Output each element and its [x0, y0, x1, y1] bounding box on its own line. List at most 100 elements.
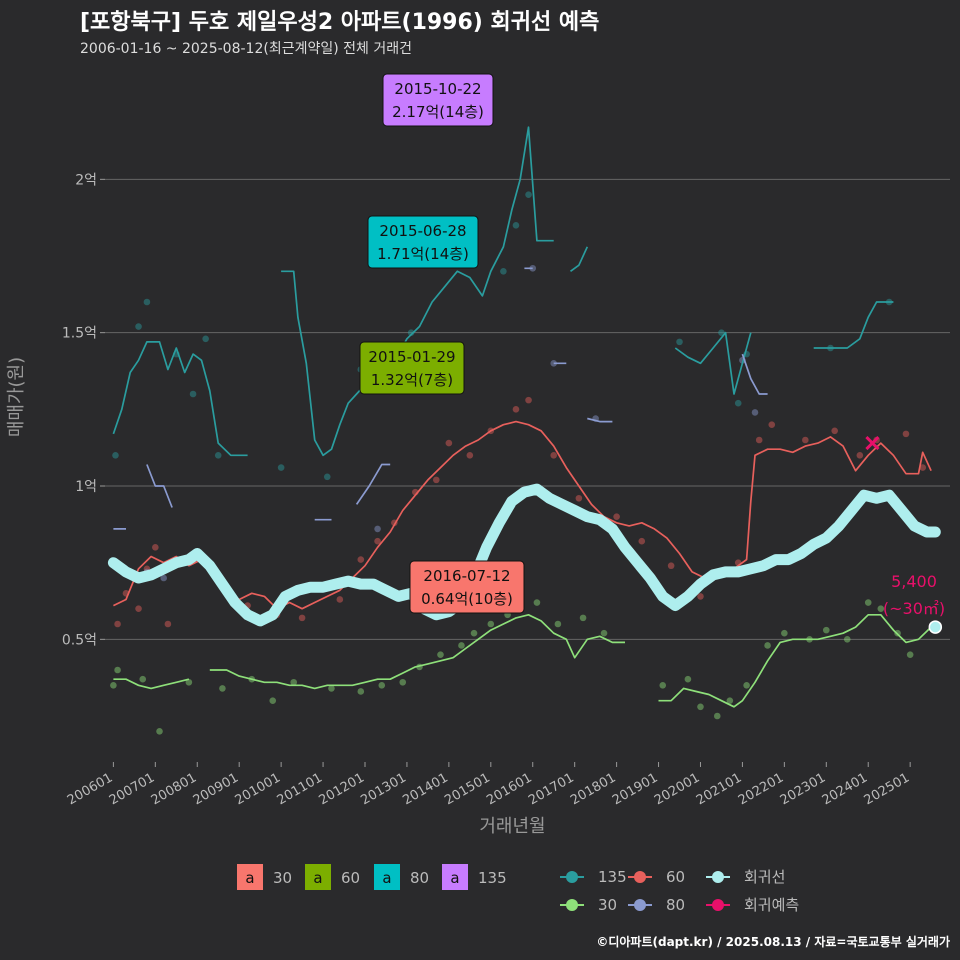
scatter-point-60	[512, 406, 520, 413]
scatter-point-30	[713, 712, 721, 720]
scatter-point-135	[112, 452, 119, 459]
x-tick-label: 201201	[317, 770, 367, 808]
scatter-point-30	[156, 728, 163, 735]
legend-area-label: 30	[273, 869, 292, 887]
scatter-point-80	[751, 409, 759, 416]
x-tick-label: 200801	[149, 770, 199, 808]
x-tick-label: 202501	[862, 770, 912, 808]
scatter-point-60	[114, 620, 121, 628]
annotation-date: 2015-06-28	[379, 222, 466, 240]
legend-area-label: 135	[478, 869, 507, 887]
legend-line-marker	[712, 871, 724, 883]
x-tick-label: 201901	[610, 770, 660, 808]
scatter-point-60	[667, 562, 675, 570]
x-tick-label: 202001	[652, 770, 702, 808]
legend-area-label: 60	[341, 869, 360, 887]
y-tick-label: 2억	[75, 172, 97, 188]
scatter-point-60	[768, 421, 776, 428]
annotation-box-30	[409, 560, 525, 614]
scatter-point-135	[277, 464, 285, 471]
scatter-point-60	[466, 452, 474, 459]
scatter-point-30	[877, 605, 885, 612]
scatter-point-30	[357, 688, 365, 695]
scatter-point-30	[399, 678, 407, 686]
scatter-point-60	[902, 430, 910, 438]
x-tick-label: 200701	[107, 770, 157, 808]
scatter-point-60	[638, 537, 646, 545]
scatter-point-60	[831, 427, 838, 435]
scatter-point-30	[781, 629, 788, 637]
scatter-point-30	[697, 703, 704, 711]
scatter-point-30	[533, 599, 541, 606]
x-tick-label: 201601	[484, 770, 534, 808]
scatter-point-60	[357, 556, 365, 563]
scatter-point-30	[764, 642, 771, 649]
legend-area-key: a	[313, 869, 322, 887]
scatter-point-80	[374, 525, 381, 533]
legend-line-label: 60	[666, 868, 685, 886]
scatter-point-30	[843, 636, 851, 643]
scatter-point-30	[185, 678, 193, 686]
legend-line-marker	[634, 899, 646, 911]
x-tick-label: 200601	[65, 770, 115, 808]
x-tick-label: 200901	[191, 770, 241, 808]
scatter-point-30	[726, 697, 734, 704]
scatter-point-80	[160, 574, 168, 582]
scatter-point-135	[407, 329, 415, 336]
credit-text: ©디아파트(dapt.kr) / 2025.08.13 / 자료=국토교통부 실…	[596, 935, 950, 949]
prediction-point	[928, 620, 943, 634]
scatter-layer	[110, 191, 927, 735]
scatter-point-135	[143, 298, 151, 306]
legend-line-label: 회귀선	[744, 868, 785, 886]
scatter-point-60	[856, 452, 864, 459]
annotation-date: 2015-10-22	[394, 80, 481, 98]
scatter-point-30	[579, 614, 587, 622]
scatter-point-60	[802, 436, 809, 444]
scatter-point-30	[684, 675, 692, 683]
legend-area-swatch-30	[237, 864, 263, 890]
legend-line-label: 회귀예측	[744, 896, 799, 914]
annotation-price: 1.32억(7층)	[371, 371, 453, 389]
scatter-point-30	[139, 675, 147, 683]
x-tick-label: 201801	[568, 770, 618, 808]
legend-line-marker	[712, 899, 724, 911]
x-tick-label: 202401	[820, 770, 870, 808]
scatter-point-30	[743, 682, 750, 689]
chart-title: [포항북구] 두호 제일우성2 아파트(1996) 회귀선 예측	[80, 10, 600, 35]
scatter-point-30	[822, 626, 830, 634]
x-tick-label: 202201	[736, 770, 786, 808]
scatter-point-135	[135, 323, 142, 330]
series-line-30	[113, 613, 932, 708]
chart-subtitle: 2006-01-16 ~ 2025-08-12(최근계약일) 전체 거래건	[80, 41, 412, 57]
x-tick-label: 201701	[526, 770, 576, 808]
annotation-date: 2016-07-12	[423, 567, 510, 585]
scatter-point-30	[458, 642, 465, 649]
x-tick-label: 201101	[275, 770, 325, 808]
x-tick-label: 202101	[694, 770, 744, 808]
scatter-point-60	[336, 596, 344, 603]
annotation-price: 2.17억(14층)	[392, 103, 484, 121]
scatter-point-80	[529, 264, 537, 272]
scatter-point-30	[328, 685, 335, 692]
scatter-point-60	[298, 614, 306, 622]
x-axis-title: 거래년월	[479, 816, 545, 837]
prediction-value-label: 5,400	[891, 572, 937, 591]
scatter-point-60	[445, 439, 453, 447]
legend-line-marker	[566, 871, 578, 883]
legend-line-marker	[634, 871, 646, 883]
scatter-point-30	[269, 697, 277, 704]
legend-area-key: a	[382, 869, 391, 887]
scatter-point-135	[734, 399, 742, 407]
scatter-point-30	[470, 629, 478, 637]
annotation-layer: 5,400 (~30㎡) 2015-10-22 2.17억(14층) 2015-06-2…	[359, 73, 945, 618]
scatter-point-60	[164, 620, 172, 628]
legend-area-key: a	[450, 869, 459, 887]
scatter-point-135	[525, 191, 532, 198]
legend-layer: a 30 a 60 a 80 a 135 135 60 회귀선 30 80 회귀예측	[237, 864, 799, 914]
series-line-80	[113, 267, 768, 530]
scatter-point-135	[718, 329, 725, 336]
x-tick-label: 201401	[400, 770, 450, 808]
legend-line-label: 135	[598, 868, 627, 886]
scatter-point-60	[432, 476, 440, 484]
legend-area-swatch-60	[305, 864, 331, 890]
